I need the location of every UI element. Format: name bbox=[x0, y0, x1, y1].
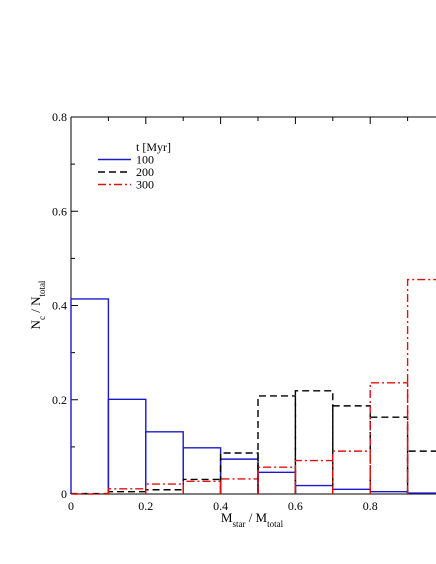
bar bbox=[369, 382, 409, 494]
bar bbox=[294, 390, 334, 494]
series-layer bbox=[70, 278, 436, 495]
plot-axes bbox=[70, 116, 436, 495]
x-tick-label: 0.4 bbox=[213, 499, 228, 513]
bar bbox=[219, 452, 259, 494]
x-tick-label: 0.8 bbox=[363, 499, 378, 513]
x-tick-label: 0.2 bbox=[138, 499, 153, 513]
legend-label: 300 bbox=[136, 178, 154, 192]
bar bbox=[219, 458, 259, 494]
legend-title: t [Myr] bbox=[136, 140, 171, 154]
axis-tick-labels: 0 0.2 0.4 0.6 0.8 0 0.2 0.4 0.6 0.8 bbox=[52, 110, 378, 513]
bar bbox=[332, 405, 371, 494]
bar bbox=[332, 450, 371, 494]
bar bbox=[107, 398, 147, 494]
series-100 bbox=[70, 298, 436, 494]
bar bbox=[257, 471, 297, 494]
bar bbox=[257, 395, 297, 494]
y-tick-label: 0.8 bbox=[52, 110, 67, 124]
legend-label: 200 bbox=[136, 165, 154, 179]
y-tick-label: 0.4 bbox=[52, 299, 67, 313]
y-axis-label: Nc / Ntotal bbox=[28, 280, 47, 329]
bar bbox=[145, 489, 184, 494]
y-tick-label: 0 bbox=[61, 487, 67, 501]
bar bbox=[294, 459, 334, 494]
bar bbox=[257, 466, 297, 494]
bar bbox=[182, 447, 222, 494]
legend-label: 100 bbox=[136, 153, 154, 167]
x-tick-label: 0 bbox=[68, 499, 74, 513]
bar bbox=[332, 488, 371, 494]
bar bbox=[182, 480, 222, 494]
series-200 bbox=[70, 390, 436, 495]
y-tick-label: 0.6 bbox=[52, 204, 67, 218]
bar bbox=[219, 478, 259, 494]
x-axis-label: Mstar / Mtotal bbox=[221, 510, 284, 529]
bar bbox=[145, 483, 184, 494]
bar bbox=[70, 298, 110, 494]
bar bbox=[107, 488, 147, 494]
bar bbox=[294, 484, 334, 494]
bar bbox=[406, 278, 436, 494]
y-tick-label: 0.2 bbox=[52, 393, 67, 407]
bar bbox=[369, 416, 409, 494]
axis-ticks bbox=[70, 116, 409, 495]
x-tick-label: 0.6 bbox=[288, 499, 303, 513]
series-300 bbox=[71, 278, 436, 495]
bar bbox=[406, 450, 436, 494]
